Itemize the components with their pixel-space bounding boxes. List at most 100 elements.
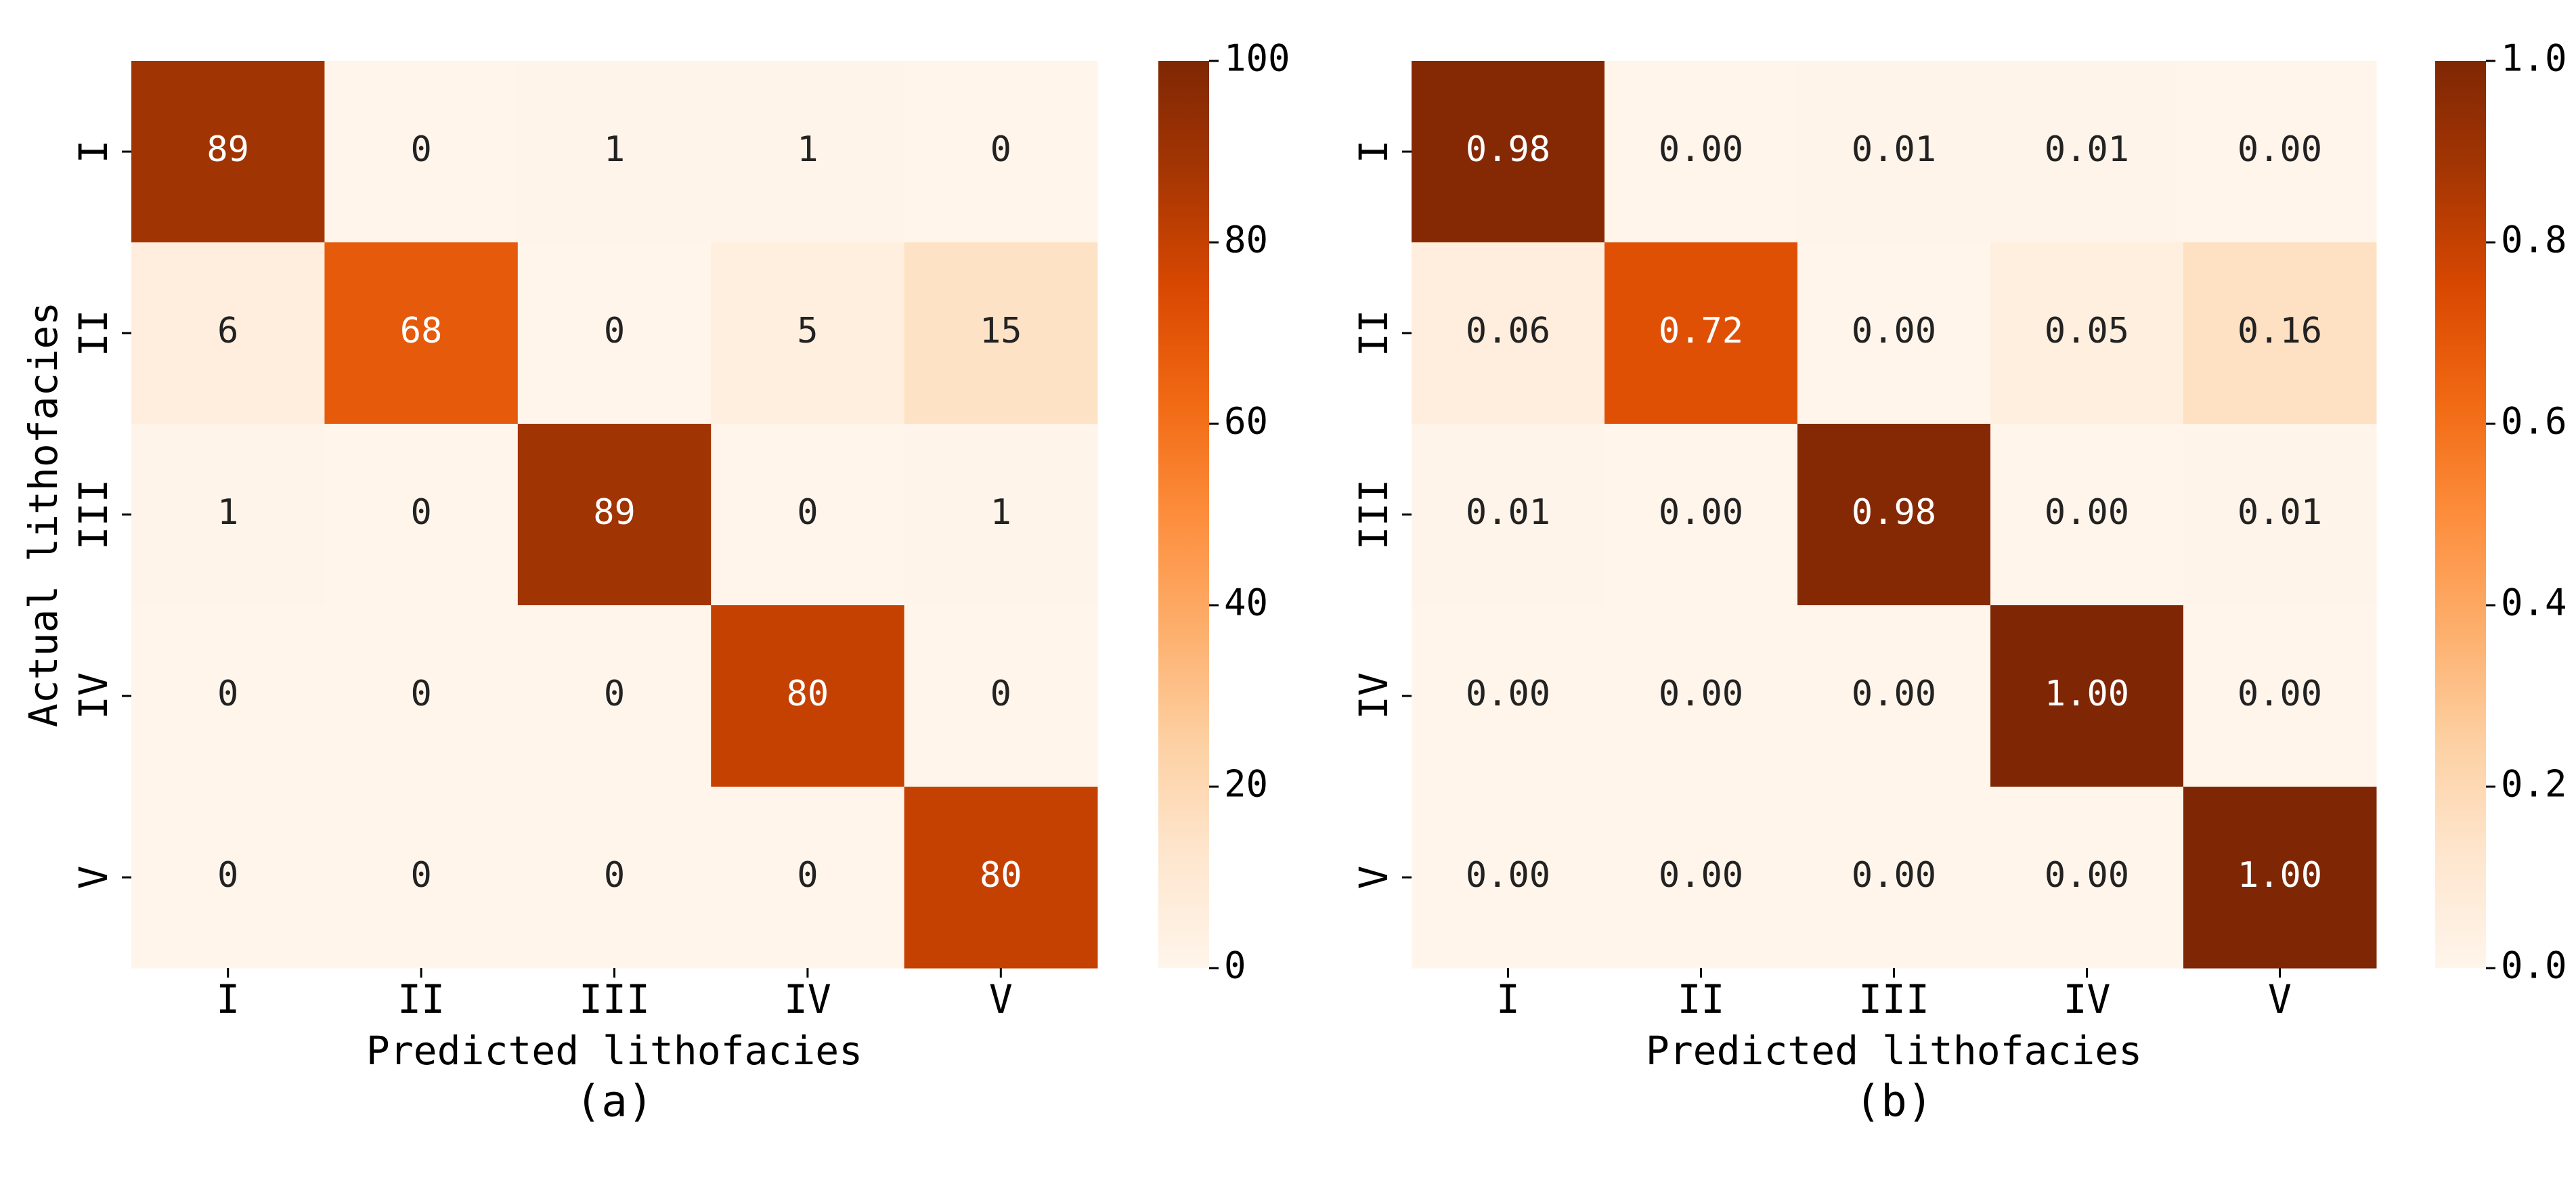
heatmap-cell: [1797, 424, 1991, 606]
colorbar-tick-label: 0.6: [2501, 400, 2567, 443]
heatmap-cell: [324, 61, 519, 243]
heatmap-cell: [324, 424, 519, 606]
heatmap-cell: [904, 424, 1098, 606]
heatmap-cell: [711, 242, 905, 424]
heatmap-cell: [1604, 424, 1798, 606]
heatmap-cell: [1604, 242, 1798, 424]
cell-label: 0.00: [1852, 311, 1936, 351]
heatmap-cell: [517, 424, 712, 606]
x-tick-label: III: [579, 976, 650, 1022]
cell-label: 80: [980, 855, 1022, 896]
cell-label: 68: [400, 311, 443, 351]
cell-label: 0: [604, 311, 625, 351]
heatmap-cell: [517, 787, 712, 969]
cell-label: 0: [217, 855, 238, 896]
x-tick-label: I: [1496, 976, 1520, 1022]
heatmap-cell: [131, 605, 325, 787]
cell-label: 0.98: [1852, 492, 1936, 533]
cell-label: 0.00: [2045, 492, 2129, 533]
heatmap-cell: [1604, 61, 1798, 243]
heatmap-cell: [1990, 787, 2184, 969]
heatmap-cell: [517, 605, 712, 787]
heatmap-cell: [1412, 424, 1605, 606]
cell-label: 0.00: [1852, 674, 1936, 714]
heatmap-cell: [324, 605, 519, 787]
cell-label: 0.01: [1852, 129, 1936, 170]
heatmap-cell: [711, 61, 905, 243]
heatmap-cell: [1604, 605, 1798, 787]
y-tick-label: I: [70, 140, 116, 164]
heatmap-cell: [904, 787, 1098, 969]
heatmap-cell: [131, 61, 325, 243]
heatmap-cell: [711, 424, 905, 606]
y-axis-label: Actual lithofacies: [20, 302, 66, 728]
colorbar-tick-label: 60: [1224, 400, 1268, 443]
cell-label: 0.16: [2237, 311, 2322, 351]
y-tick-label: III: [1351, 479, 1397, 550]
cell-label: 5: [797, 311, 818, 351]
heatmap-cell: [2183, 61, 2377, 243]
heatmap-cell: [131, 242, 325, 424]
cell-label: 0: [990, 129, 1011, 170]
cell-label: 0: [217, 674, 238, 714]
heatmap-cell: [904, 605, 1098, 787]
heatmap-cell: [1412, 787, 1605, 969]
heatmap-cell: [711, 605, 905, 787]
heatmap-cell: [517, 242, 712, 424]
cell-label: 89: [206, 129, 249, 170]
cell-label: 1: [990, 492, 1011, 533]
x-tick-label: II: [397, 976, 445, 1022]
cell-label: 6: [217, 311, 238, 351]
cell-label: 1: [604, 129, 625, 170]
heatmap-cell: [1797, 61, 1991, 243]
x-axis-label: Predicted lithofacies: [1646, 1028, 2142, 1074]
colorbar-tick-label: 0.8: [2501, 219, 2567, 261]
cell-label: 0.01: [2237, 492, 2322, 533]
cell-label: 15: [980, 311, 1022, 351]
colorbar-tick-label: 100: [1224, 37, 1290, 80]
cell-label: 0.01: [2045, 129, 2129, 170]
y-tick-label: II: [70, 309, 116, 357]
cell-label: 89: [593, 492, 636, 533]
y-tick-label: IV: [70, 672, 116, 720]
x-axis-label: Predicted lithofacies: [366, 1028, 863, 1074]
cell-label: 0: [797, 855, 818, 896]
cell-label: 0.00: [1659, 492, 1743, 533]
y-tick-label: I: [1351, 140, 1397, 164]
colorbar-tick-label: 80: [1224, 219, 1268, 261]
cell-label: 0.98: [1466, 129, 1550, 170]
y-tick-label: V: [1351, 866, 1397, 890]
caption: (a): [575, 1077, 654, 1127]
cell-label: 80: [787, 674, 829, 714]
cell-label: 0.00: [1659, 855, 1743, 896]
heatmap-cell: [904, 61, 1098, 243]
cell-label: 0: [410, 674, 431, 714]
heatmap-cell: [2183, 242, 2377, 424]
colorbar-tick-label: 20: [1224, 763, 1268, 806]
heatmap-cell: [1412, 61, 1605, 243]
heatmap-cell: [1990, 242, 2184, 424]
colorbar: [1158, 61, 1209, 968]
cell-label: 0.00: [1466, 855, 1550, 896]
heatmap-cell: [2183, 424, 2377, 606]
heatmap-cell: [2183, 605, 2377, 787]
colorbar-tick-label: 0.2: [2501, 763, 2567, 806]
cell-label: 0: [410, 855, 431, 896]
heatmap-cell: [1412, 605, 1605, 787]
x-tick-label: II: [1678, 976, 1725, 1022]
x-tick-label: V: [989, 976, 1013, 1022]
cell-label: 1: [797, 129, 818, 170]
cell-label: 0.00: [1852, 855, 1936, 896]
x-tick-label: IV: [784, 976, 831, 1022]
x-tick-label: III: [1858, 976, 1929, 1022]
colorbar-tick-label: 40: [1224, 582, 1268, 624]
cell-label: 0.00: [1659, 129, 1743, 170]
heatmap-cell: [324, 242, 519, 424]
heatmap-cell: [904, 242, 1098, 424]
heatmap-cell: [1990, 424, 2184, 606]
heatmap-cell: [1797, 605, 1991, 787]
heatmap-cell: [1990, 61, 2184, 243]
cell-label: 0.01: [1466, 492, 1550, 533]
cell-label: 0: [797, 492, 818, 533]
cell-label: 0.00: [1466, 674, 1550, 714]
